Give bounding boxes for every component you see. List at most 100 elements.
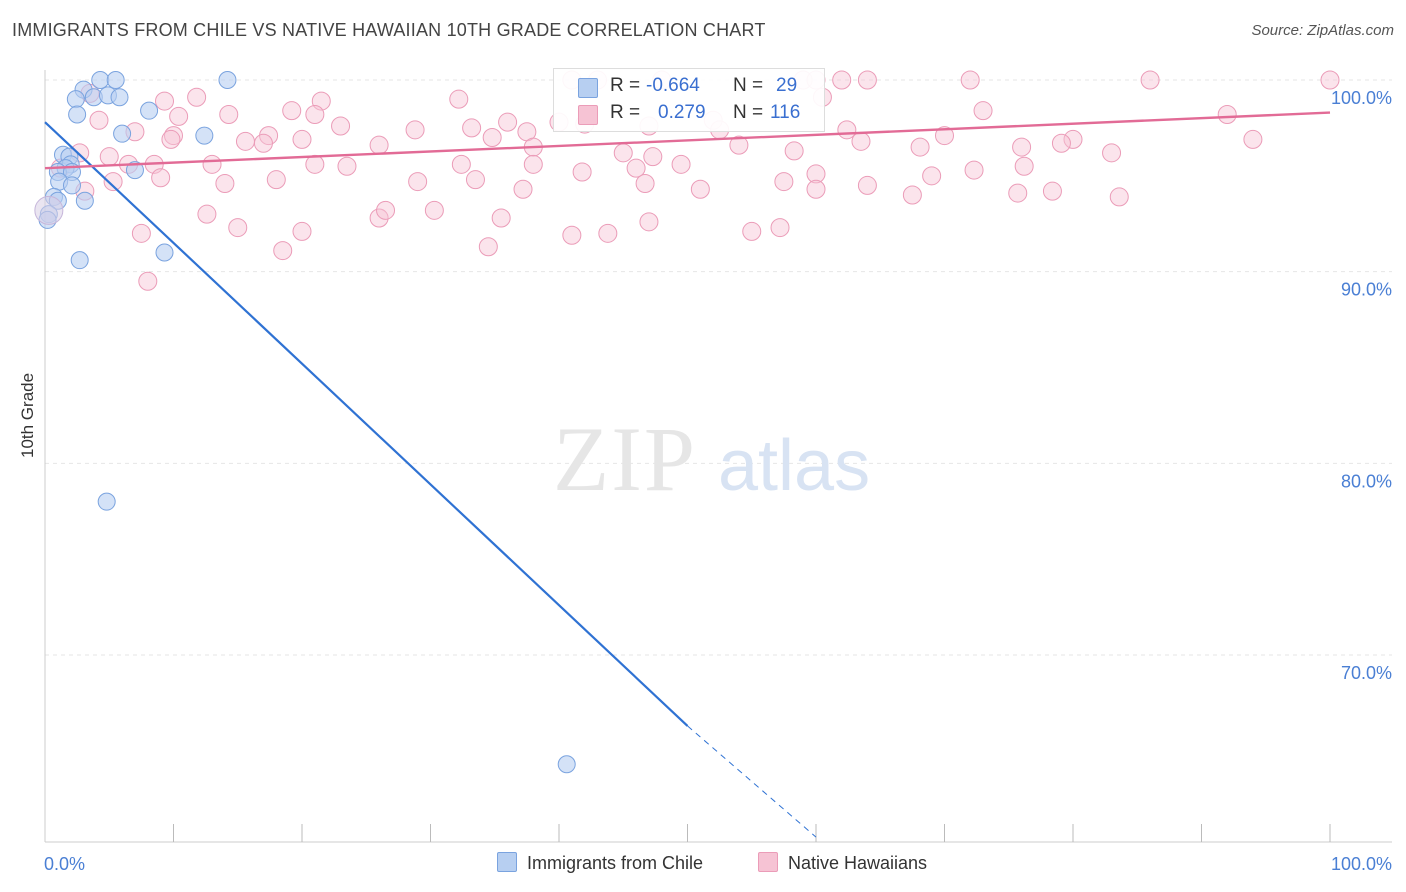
watermark: ZIP atlas <box>553 408 870 510</box>
hawaiian-point-100 <box>770 218 790 238</box>
hawaiian-point-51 <box>910 137 930 157</box>
hawaiian-point-8 <box>1140 70 1160 90</box>
legend-r-value-hawaiians: 0.279 <box>658 102 706 123</box>
hawaiian-point-62 <box>451 154 471 174</box>
hawaiian-point-21 <box>498 112 518 132</box>
x-tick-label-100: 100.0% <box>1331 854 1392 874</box>
legend-n-label: N = <box>733 102 764 123</box>
hawaiian-point-92 <box>292 221 312 241</box>
y-tick-label-80: 80.0% <box>1341 471 1392 491</box>
hawaiian-point-6 <box>857 70 877 90</box>
hawaiian-point-82 <box>690 179 710 199</box>
hawaiian-trend-line <box>44 111 1331 170</box>
hawaiian-point-63 <box>523 154 543 174</box>
chile-point-18 <box>125 161 144 180</box>
hawaiian-point-78 <box>408 172 428 192</box>
hawaiian-point-29 <box>331 116 351 136</box>
chile-point-20 <box>62 176 81 195</box>
hawaiian-point-41 <box>253 133 273 153</box>
hawaiian-point-16 <box>89 110 109 130</box>
hawaiian-point-60 <box>305 154 325 174</box>
chile-point-9 <box>140 101 159 120</box>
hawaiian-point-43 <box>369 135 389 155</box>
legend-n-value-chile: 29 <box>776 75 798 96</box>
hawaiian-point-94 <box>424 200 444 220</box>
hawaiian-point-37 <box>1063 129 1083 149</box>
chile-points <box>34 71 576 774</box>
hawaiian-point-11 <box>155 91 175 111</box>
legend-swatch-chile <box>578 78 598 98</box>
hawaiian-point-105 <box>138 271 158 291</box>
chile-point-27 <box>70 251 89 270</box>
hawaiian-point-47 <box>643 147 663 167</box>
hawaiian-point-97 <box>598 223 618 243</box>
tick-labels: 70.0% 80.0% 90.0% 100.0% 0.0% 100.0% <box>44 88 1392 874</box>
hawaiian-point-98 <box>639 212 659 232</box>
hawaiian-point-67 <box>806 164 826 184</box>
hawaiian-point-66 <box>671 154 691 174</box>
hawaiian-point-79 <box>465 170 485 190</box>
y-tick-label-100: 100.0% <box>1331 88 1392 108</box>
chile-point-26 <box>155 243 174 262</box>
hawaiian-point-86 <box>902 185 922 205</box>
hawaiian-point-85 <box>857 175 877 195</box>
hawaiian-point-30 <box>405 120 425 140</box>
x-tick-label-0: 0.0% <box>44 854 85 874</box>
hawaiian-point-102 <box>273 241 293 261</box>
hawaiian-point-59 <box>202 154 222 174</box>
chile-point-11 <box>195 126 214 145</box>
hawaiian-point-96 <box>562 225 582 245</box>
hawaiian-point-69 <box>964 160 984 180</box>
hawaiian-point-52 <box>1012 137 1032 157</box>
hawaiian-point-54 <box>1102 143 1122 163</box>
bottom-legend-label-hawaiians: Native Hawaiians <box>788 853 928 873</box>
chile-point-8 <box>68 105 87 124</box>
hawaiian-point-80 <box>513 179 533 199</box>
hawaiian-point-76 <box>215 174 235 193</box>
hawaiian-point-95 <box>491 208 511 228</box>
hawaiian-point-50 <box>851 131 871 151</box>
legend-r-label: R = <box>610 75 641 96</box>
hawaiian-point-5 <box>832 70 852 90</box>
legend-n-label: N = <box>733 75 764 96</box>
bottom-legend-hawaiians: Native Hawaiians <box>758 852 927 874</box>
axes <box>44 70 1392 843</box>
hawaiian-point-36 <box>935 126 954 146</box>
legend-swatch-hawaiians <box>578 105 598 125</box>
hawaiian-point-101 <box>131 223 151 243</box>
chile-point-1 <box>106 71 125 89</box>
chile-trend-extension <box>687 725 817 838</box>
source-label: Source: ZipAtlas.com <box>1251 22 1394 39</box>
hawaiian-point-40 <box>235 131 255 151</box>
hawaiian-point-87 <box>1008 183 1028 203</box>
chile-point-28 <box>97 492 116 511</box>
chile-point-0 <box>91 71 110 89</box>
hawaiian-point-93 <box>369 208 389 228</box>
chile-point-4 <box>66 90 85 109</box>
hawaiian-point-77 <box>266 170 286 190</box>
hawaiian-point-25 <box>1217 105 1237 124</box>
watermark-zip: ZIP <box>553 408 697 510</box>
hawaiian-point-53 <box>1051 133 1071 153</box>
hawaiian-point-89 <box>1109 187 1129 207</box>
hawaiian-point-7 <box>960 70 980 90</box>
hawaiian-point-49 <box>784 141 804 161</box>
correlation-legend: R = -0.664 N = 29 R = 0.279 N = 116 <box>553 68 825 132</box>
hawaiian-point-46 <box>613 143 633 163</box>
hawaiian-point-61 <box>337 156 357 176</box>
chile-point-29 <box>557 755 576 774</box>
bottom-legend-swatch-hawaiians <box>758 852 778 872</box>
hawaiian-point-18 <box>219 105 239 124</box>
legend-r-value-chile: -0.664 <box>646 75 700 96</box>
legend-n-value-hawaiians: 116 <box>770 102 801 123</box>
hawaiian-point-39 <box>161 129 181 149</box>
hawaiian-point-20 <box>305 105 325 124</box>
bottom-legend-chile: Immigrants from Chile <box>497 852 703 874</box>
hawaiian-point-42 <box>292 129 312 149</box>
chart-title: IMMIGRANTS FROM CHILE VS NATIVE HAWAIIAN… <box>12 20 766 40</box>
hawaiian-point-64 <box>572 162 592 182</box>
hawaiian-point-99 <box>742 221 762 241</box>
hawaiian-point-12 <box>187 87 207 107</box>
chile-point-2 <box>218 71 237 89</box>
